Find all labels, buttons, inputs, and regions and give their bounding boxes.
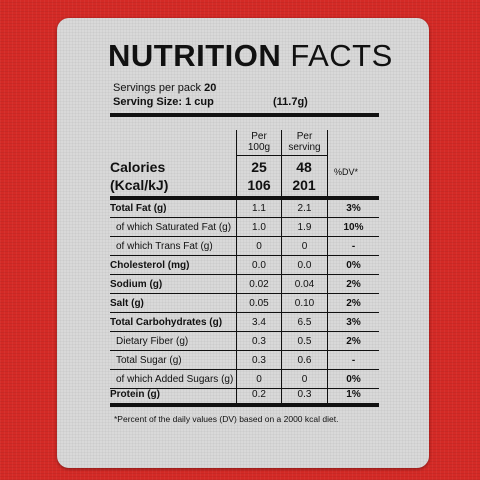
top-thick-rule bbox=[110, 113, 379, 117]
value-serving: 0.0 bbox=[297, 260, 312, 271]
nutrient-name: Protein (g) bbox=[110, 389, 160, 400]
value-per100: 0.02 bbox=[249, 279, 269, 290]
nutrient-row: of which Added Sugars (g) 0 0 0% bbox=[110, 370, 379, 389]
value-serving: 0.6 bbox=[297, 355, 312, 366]
nutrient-row: Total Fat (g) 1.1 2.1 3% bbox=[110, 199, 379, 218]
value-per100: 0 bbox=[256, 374, 262, 385]
value-dv: 3% bbox=[346, 203, 361, 214]
nutrient-row: Salt (g) 0.05 0.10 2% bbox=[110, 294, 379, 313]
value-dv: - bbox=[351, 355, 356, 366]
value-dv: 2% bbox=[346, 336, 361, 347]
value-serving: 1.9 bbox=[297, 222, 312, 233]
value-dv: 2% bbox=[346, 279, 361, 290]
servings-per-pack: Servings per pack 20 bbox=[113, 82, 216, 94]
col-header-per100-line1: Per bbox=[251, 131, 267, 142]
kcal-per100: 25 bbox=[251, 159, 267, 175]
row-divider bbox=[110, 217, 379, 218]
value-serving: 0 bbox=[301, 241, 308, 252]
kj-per100: 106 bbox=[247, 177, 271, 193]
value-dv: - bbox=[351, 241, 356, 252]
value-per100: 1.1 bbox=[252, 203, 266, 214]
nutrient-row: Sodium (g) 0.02 0.04 2% bbox=[110, 275, 379, 294]
col-divider-3 bbox=[327, 130, 328, 403]
nutrient-row: of which Trans Fat (g) 0 0 - bbox=[110, 237, 379, 256]
nutrient-name: Total Fat (g) bbox=[110, 203, 167, 214]
value-per100: 0.05 bbox=[249, 298, 269, 309]
nutrient-name: Total Sugar (g) bbox=[116, 355, 182, 366]
value-dv: 0% bbox=[346, 374, 361, 385]
value-per100: 0.2 bbox=[252, 389, 266, 400]
row-divider bbox=[110, 312, 379, 313]
nutrient-row: Dietary Fiber (g) 0.3 0.5 2% bbox=[110, 332, 379, 351]
row-divider bbox=[110, 350, 379, 351]
dv-header: %DV* bbox=[334, 167, 359, 177]
nutrient-row: Protein (g) 0.2 0.3 1% bbox=[110, 385, 379, 404]
nutrient-name: Sodium (g) bbox=[110, 279, 163, 290]
servings-label: Servings per pack bbox=[113, 82, 202, 94]
nutrient-row: Total Sugar (g) 0.3 0.6 - bbox=[110, 351, 379, 370]
col-divider-1 bbox=[236, 130, 237, 403]
nutrient-row: Total Carbohydrates (g) 3.4 6.5 3% bbox=[110, 313, 379, 332]
nutrient-row: Cholesterol (mg) 0.0 0.0 0% bbox=[110, 256, 379, 275]
value-per100: 0.3 bbox=[252, 336, 266, 347]
nutrient-name: of which Saturated Fat (g) bbox=[116, 222, 232, 233]
value-serving: 0 bbox=[301, 374, 308, 385]
nutrient-name: of which Trans Fat (g) bbox=[116, 241, 213, 252]
row-divider bbox=[110, 255, 379, 256]
value-dv: 0% bbox=[346, 260, 361, 271]
row-divider bbox=[110, 293, 379, 294]
energy-unit-label: (Kcal/kJ) bbox=[110, 177, 169, 193]
col-header-per100: Per 100g bbox=[237, 131, 281, 153]
serving-weight: (11.7g) bbox=[273, 96, 308, 108]
value-dv: 2% bbox=[346, 298, 361, 309]
value-serving: 0.5 bbox=[297, 336, 312, 347]
col-header-per100-line2: 100g bbox=[247, 142, 271, 153]
bottom-thick-rule bbox=[110, 403, 379, 407]
nutrient-name: Total Carbohydrates (g) bbox=[110, 317, 223, 328]
value-serving: 6.5 bbox=[297, 317, 312, 328]
calories-thick-rule bbox=[110, 196, 379, 200]
row-divider bbox=[110, 236, 379, 237]
label-title: NUTRITION FACTS bbox=[108, 38, 393, 74]
value-dv: 3% bbox=[346, 317, 361, 328]
value-dv: 10% bbox=[343, 222, 364, 233]
value-serving: 0.10 bbox=[294, 298, 315, 309]
nutrient-name: Cholesterol (mg) bbox=[110, 260, 190, 271]
title-bold: NUTRITION bbox=[108, 38, 282, 73]
nutrient-row: of which Saturated Fat (g) 1.0 1.9 10% bbox=[110, 218, 379, 237]
value-dv: 1% bbox=[346, 389, 361, 400]
value-per100: 3.4 bbox=[252, 317, 266, 328]
kj-serving: 201 bbox=[292, 177, 316, 193]
row-divider bbox=[110, 274, 379, 275]
nutrition-label-card bbox=[57, 18, 429, 468]
value-per100: 0.0 bbox=[252, 260, 266, 271]
row-divider bbox=[110, 388, 379, 389]
value-serving: 2.1 bbox=[297, 203, 312, 214]
header-underline bbox=[237, 155, 327, 156]
nutrient-name: Salt (g) bbox=[110, 298, 144, 309]
col-header-serving-line1: Per bbox=[296, 131, 313, 142]
title-light: FACTS bbox=[290, 38, 393, 73]
value-per100: 1.0 bbox=[252, 222, 266, 233]
col-header-serving-line2: serving bbox=[288, 142, 321, 153]
kcal-serving: 48 bbox=[296, 159, 312, 175]
calories-label: Calories bbox=[110, 159, 166, 175]
nutrient-name: Dietary Fiber (g) bbox=[116, 336, 189, 347]
servings-value: 20 bbox=[204, 82, 217, 94]
row-divider bbox=[110, 331, 379, 332]
col-divider-2 bbox=[281, 130, 282, 403]
value-per100: 0.3 bbox=[252, 355, 266, 366]
row-divider bbox=[110, 369, 379, 370]
serving-size: Serving Size: 1 cup bbox=[113, 96, 214, 108]
value-serving: 0.3 bbox=[297, 389, 312, 400]
value-per100: 0 bbox=[256, 241, 262, 252]
nutrient-name: of which Added Sugars (g) bbox=[116, 374, 234, 385]
col-header-serving: Per serving bbox=[282, 131, 327, 153]
dv-footnote: *Percent of the daily values (DV) based … bbox=[114, 414, 339, 424]
value-serving: 0.04 bbox=[294, 279, 315, 290]
